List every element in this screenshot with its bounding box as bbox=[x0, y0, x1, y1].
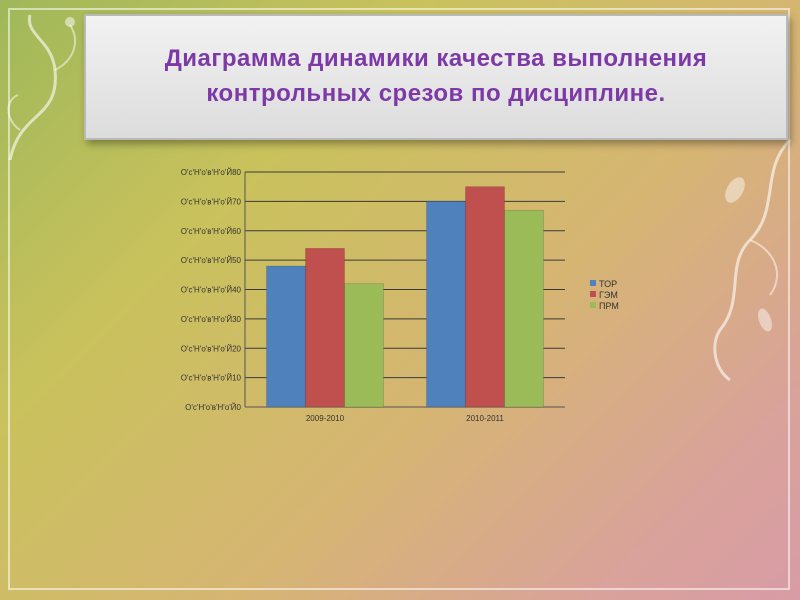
x-tick-label: 2010-2011 bbox=[466, 414, 504, 423]
bar-ПРМ-2010-2011 bbox=[504, 209, 544, 408]
y-tick-label: О'с'Н'о'в'Н'о'Й70 bbox=[181, 197, 242, 206]
slide-title: Диаграмма динамики качества выполнения к… bbox=[164, 45, 708, 107]
y-tick-label: О'с'Н'о'в'Н'о'Й10 bbox=[181, 374, 242, 383]
legend-swatch-ГЭМ bbox=[590, 291, 596, 297]
bar-ГЭМ-2009-2010 bbox=[305, 248, 345, 408]
y-tick-label: О'с'Н'о'в'Н'о'Й20 bbox=[181, 344, 242, 353]
legend-label-ГЭМ: ГЭМ bbox=[599, 290, 618, 300]
y-tick-label: О'с'Н'о'в'Н'о'Й50 bbox=[181, 256, 242, 265]
y-tick-label: О'с'Н'о'в'Н'о'Й60 bbox=[181, 227, 242, 236]
y-tick-label: О'с'Н'о'в'Н'о'Й0 bbox=[185, 403, 241, 412]
legend-swatch-ТОР bbox=[590, 280, 596, 286]
bar-ГЭМ-2010-2011 bbox=[465, 186, 505, 408]
title-box: Диаграмма динамики качества выполнения к… bbox=[84, 14, 788, 140]
bar-ПРМ-2009-2010 bbox=[344, 283, 384, 408]
bar-ТОР-2009-2010 bbox=[266, 265, 306, 408]
bar-chart: О'с'Н'о'в'Н'о'Й0 О'с'Н'о'в'Н'о'Й10 О'с'Н'о… bbox=[181, 168, 619, 423]
y-tick-label: О'с'Н'о'в'Н'о'Й30 bbox=[181, 315, 242, 324]
legend-label-ТОР: ТОР bbox=[599, 279, 617, 289]
y-tick-label: О'с'Н'о'в'Н'о'Й80 bbox=[181, 168, 242, 177]
bar-ТОР-2010-2011 bbox=[426, 201, 466, 408]
legend-label-ПРМ: ПРМ bbox=[599, 301, 619, 311]
x-tick-label: 2009-2010 bbox=[306, 414, 345, 423]
y-tick-label: О'с'Н'о'в'Н'о'Й40 bbox=[181, 286, 242, 295]
legend-swatch-ПРМ bbox=[590, 302, 596, 308]
